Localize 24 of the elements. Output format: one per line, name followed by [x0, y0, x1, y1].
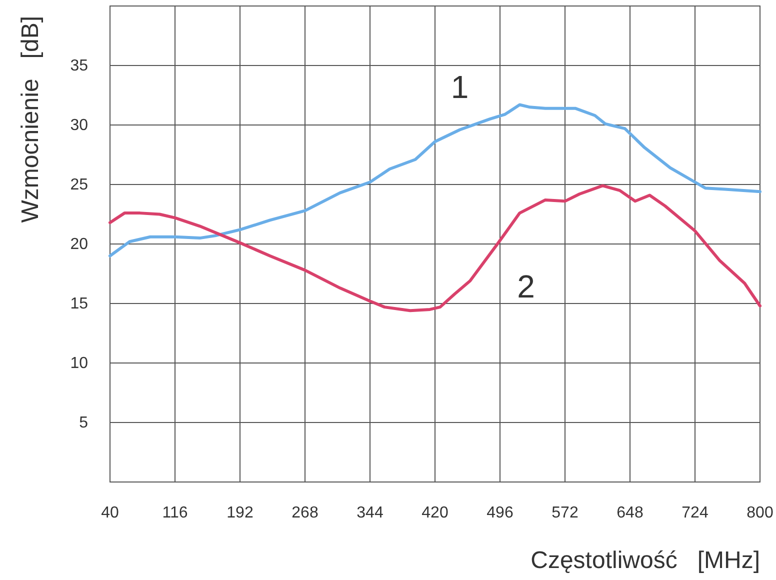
x-tick-label: 192: [226, 504, 254, 522]
y-axis-title: Wzmocnienie [dB]: [17, 16, 44, 223]
x-tick-label: 420: [422, 504, 448, 522]
series-label: 1: [450, 69, 469, 106]
x-tick-label: 116: [162, 504, 188, 522]
series-label: 2: [517, 268, 535, 304]
x-tick-label: 344: [356, 504, 384, 522]
y-tick-label: 10: [70, 355, 88, 372]
y-tick-label: 15: [70, 296, 88, 313]
line-series: [108, 184, 762, 312]
x-tick-label: 724: [682, 504, 708, 522]
y-tick-label: 35: [70, 58, 88, 75]
x-tick-label: 572: [552, 504, 578, 522]
y-tick-label: 20: [70, 236, 88, 254]
x-tick-label: 268: [292, 504, 318, 522]
x-axis-title: Częstotliwość [MHz]: [530, 547, 760, 574]
y-tick-label: 5: [79, 414, 88, 432]
y-tick-label: 30: [70, 117, 88, 134]
y-tick-label: 25: [70, 176, 88, 194]
x-tick-label: 496: [486, 504, 514, 522]
x-tick-label: 40: [101, 504, 119, 522]
line-series: [108, 103, 762, 258]
x-tick-label: 648: [616, 504, 644, 522]
x-tick-label: 800: [746, 504, 774, 522]
